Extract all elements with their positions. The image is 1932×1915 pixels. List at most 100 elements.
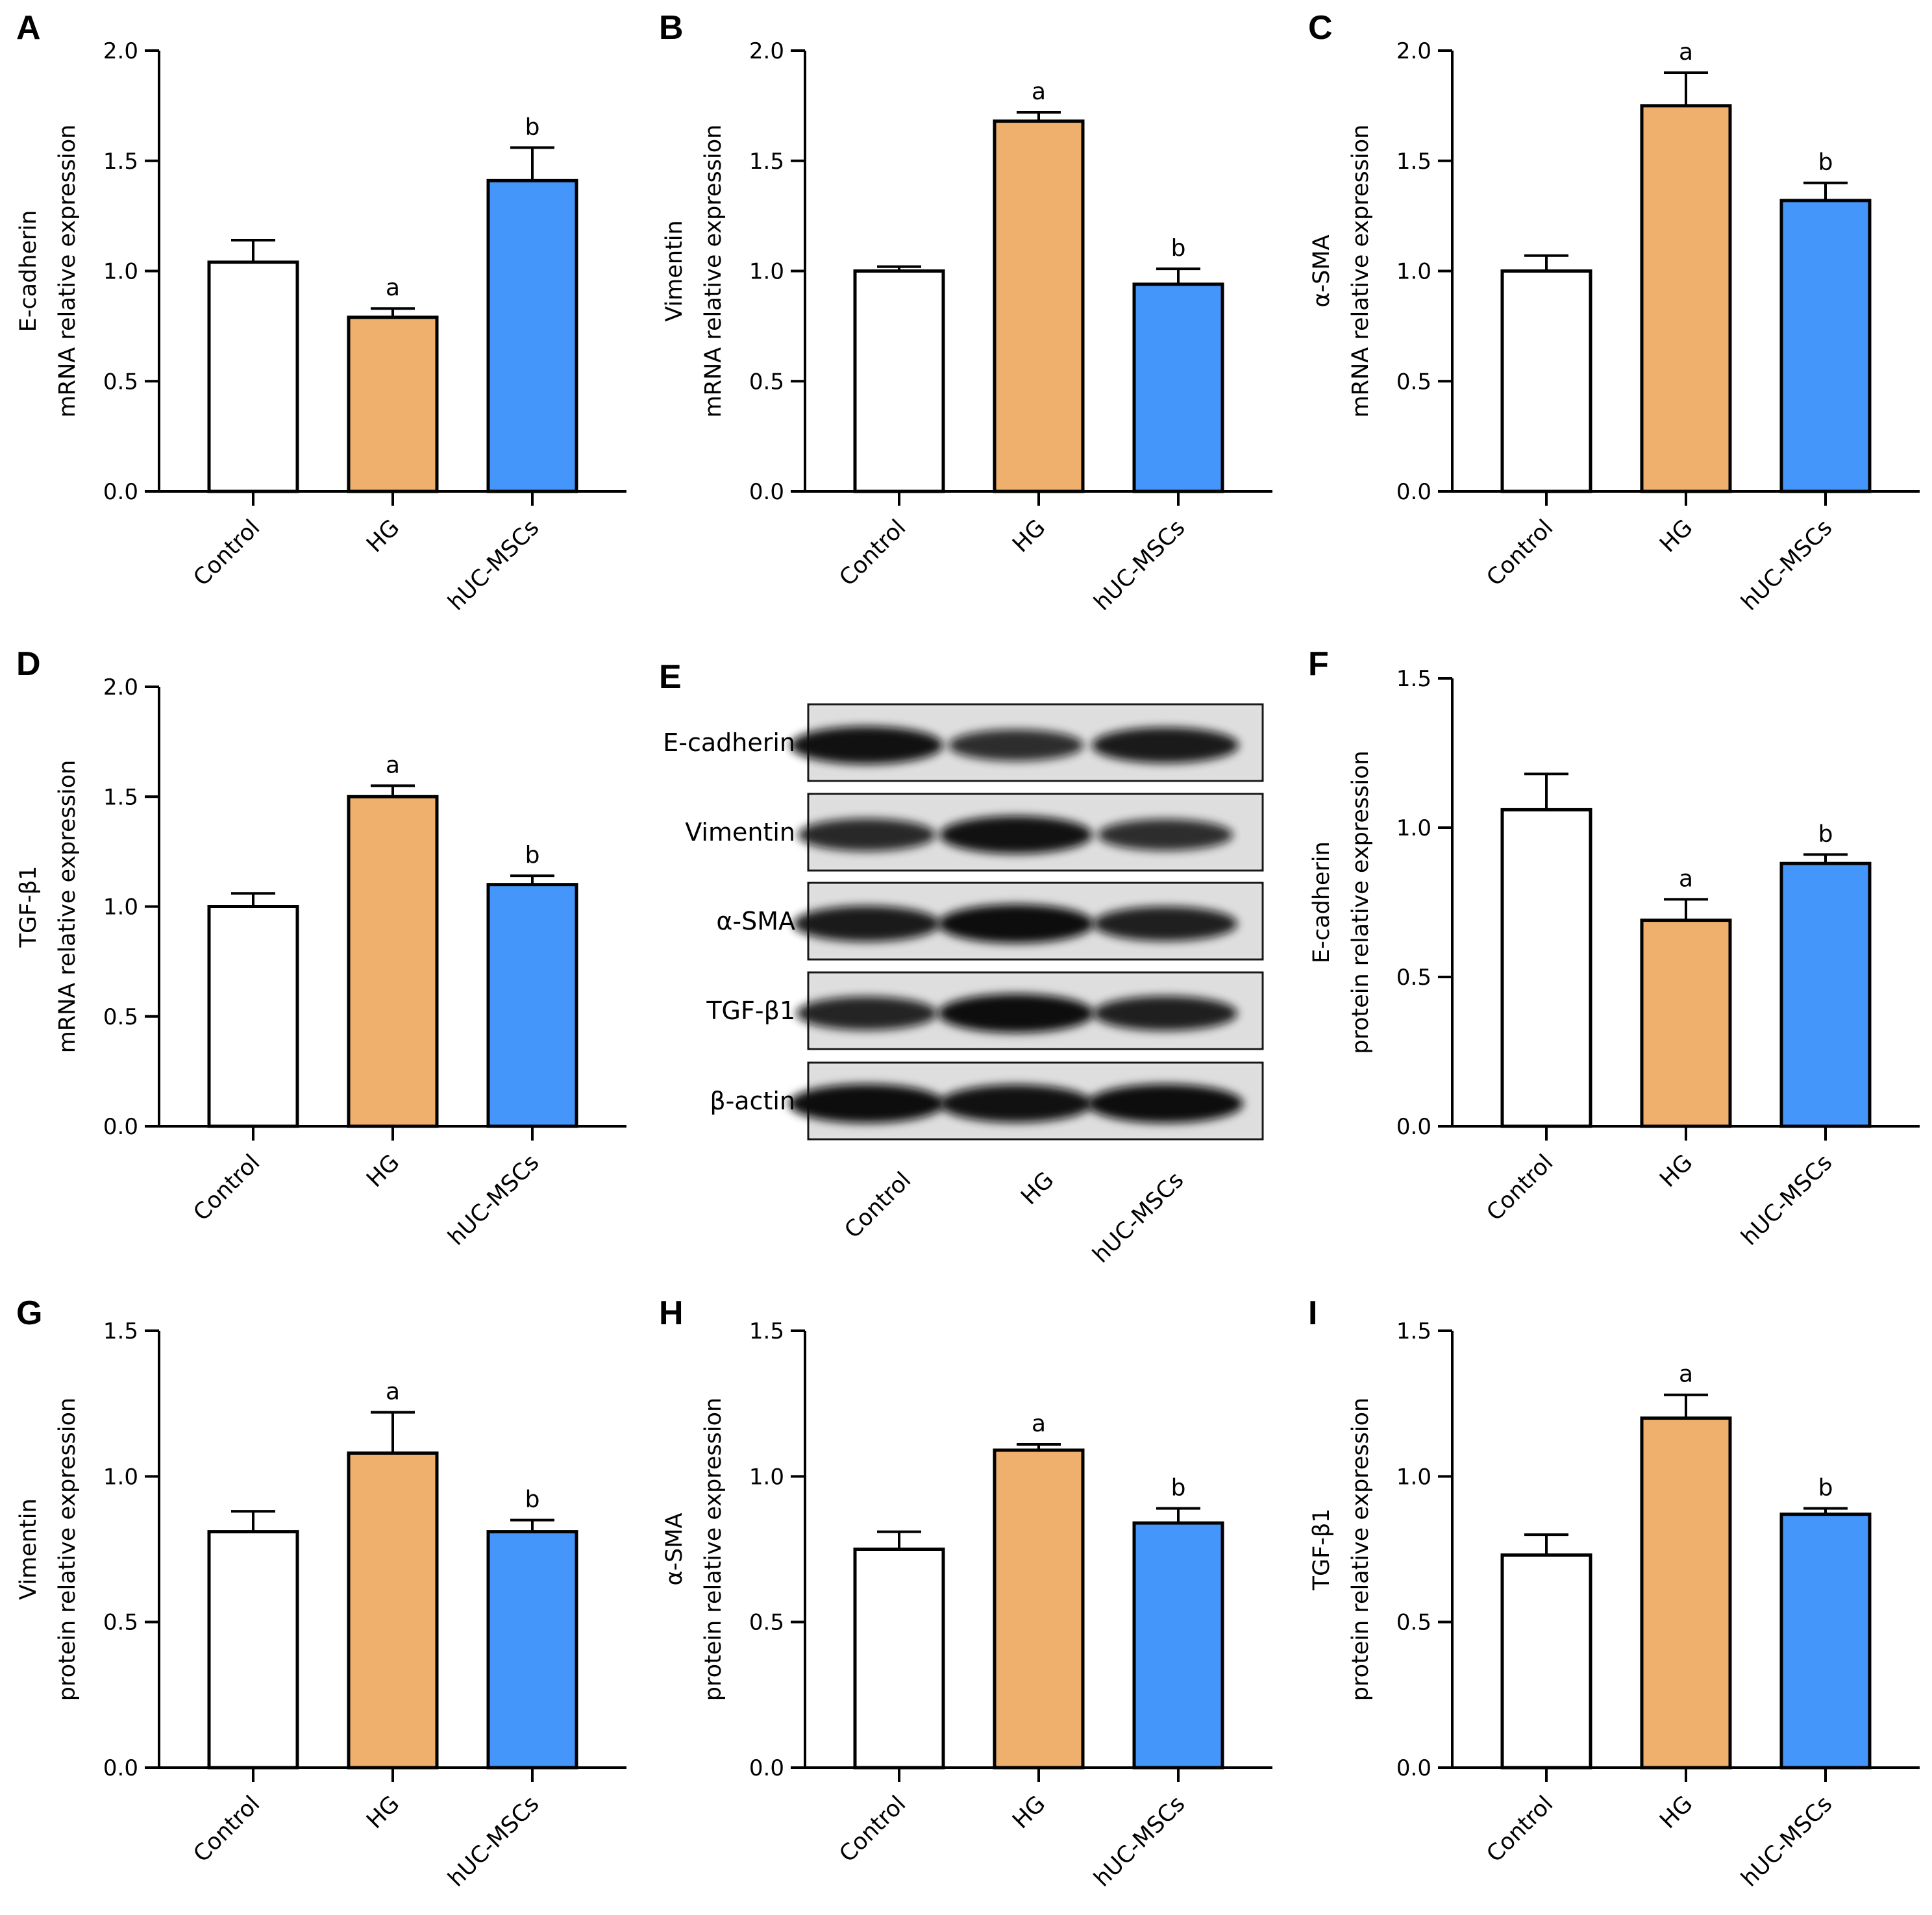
y-tick-label: 0.5 [103,1610,138,1636]
blot-band [790,726,943,765]
bar-control [853,1548,945,1770]
panel-letter: B [659,9,684,47]
x-category-label: hUC-MSCs [1737,1150,1838,1251]
y-tick-label: 1.5 [1396,1318,1431,1344]
blot-row-1: Vimentin [685,793,1264,872]
bar-huc-mscs [1132,1521,1224,1770]
y-tick-label: 0.0 [103,479,138,505]
bar-hg [347,315,439,493]
blot-band [948,729,1084,761]
y-tick-label: 2.0 [103,38,138,64]
blot-band [939,815,1093,854]
bar-control [207,260,299,493]
significance-label: a [1679,865,1693,892]
y-axis-title-line2: protein relative expression [1348,1398,1374,1701]
bar-charts: A 0.0 0.5 1.0 1.5 2.0 E-cadherin mRNA relative … [16,9,1920,1892]
x-category-label: HG [362,1791,404,1834]
y-axis-title-line1: α-SMA [662,1513,687,1585]
panel-letter: C [1308,9,1333,47]
bar-hg [347,795,439,1128]
y-tick-label: 0.0 [1396,1114,1431,1140]
bar-control [1500,1553,1592,1770]
bar-huc-mscs [486,179,578,493]
significance-label: b [1171,235,1186,262]
panel-letter: A [16,9,41,47]
x-category-label: Control [189,1150,266,1226]
bar-hg [993,1448,1085,1770]
y-axis-title-line2: mRNA relative expression [55,760,80,1054]
blot-band [1097,819,1233,851]
bar-huc-mscs [1779,861,1872,1128]
significance-label: b [525,842,540,869]
x-category-label: HG [1655,1791,1698,1834]
y-tick-label: 1.0 [103,1464,138,1490]
blot-lane-label: HG [1016,1167,1059,1210]
x-category-label: hUC-MSCs [1089,515,1191,616]
bar-hg [993,119,1085,493]
bar-control [1500,808,1592,1128]
x-category-label: Control [1482,1150,1559,1226]
x-category-label: hUC-MSCs [443,1150,545,1251]
chart-panel-a: A 0.0 0.5 1.0 1.5 2.0 E-cadherin mRNA relative … [16,9,626,616]
bar-hg [347,1451,439,1770]
blot-band [1091,727,1239,763]
chart-panel-g: G 0.0 0.5 1.0 1.5 Vimentin protein relative ex… [16,1294,626,1892]
blot-row-label: β-actin [710,1087,795,1115]
x-category-label: HG [1008,1791,1050,1834]
y-tick-label: 0.0 [103,1755,138,1781]
y-axis-title-line1: α-SMA [1309,234,1335,307]
chart-panel-d: D 0.0 0.5 1.0 1.5 2.0 TGF-β1 mRNA relative expr… [16,645,626,1251]
y-tick-label: 1.0 [103,895,138,920]
y-tick-label: 1.5 [103,149,138,175]
y-tick-label: 0.5 [1396,965,1431,991]
blot-row-2: α-SMA [716,882,1264,961]
significance-label: a [1679,1361,1693,1388]
x-category-label: HG [1655,515,1698,558]
blot-band [938,994,1094,1033]
blot-row-3: TGF-β1 [706,971,1264,1050]
y-tick-label: 1.5 [749,1318,784,1344]
y-tick-label: 0.5 [749,369,784,395]
blot-band [1087,1084,1243,1123]
blot-band [789,1084,945,1123]
y-axis-title-line2: mRNA relative expression [700,125,726,418]
blot-lane-label: hUC-MSCs [1088,1167,1189,1268]
y-tick-label: 1.0 [1396,815,1431,841]
significance-label: a [386,1379,400,1405]
bar-huc-mscs [486,883,578,1128]
y-axis-title-line2: protein relative expression [55,1398,80,1701]
significance-label: a [386,752,400,778]
blot-lane-label: Control [840,1167,917,1244]
bar-hg [1640,1416,1732,1770]
blot-row-label: Vimentin [685,818,795,846]
x-category-label: hUC-MSCs [443,1791,545,1892]
y-tick-label: 0.0 [749,479,784,505]
blot-band [939,1084,1093,1123]
y-tick-label: 2.0 [103,674,138,700]
significance-label: b [525,1487,540,1513]
x-category-label: HG [362,1150,404,1192]
blot-band [1093,996,1237,1031]
y-axis-title-line2: mRNA relative expression [55,125,80,418]
y-tick-label: 2.0 [1396,38,1431,64]
x-category-label: HG [1008,515,1050,558]
blot-band [796,996,937,1030]
significance-label: b [525,114,540,140]
western-blot-panel: E E-cadherin Vimentin α-SMA TGF-β1 β-actin Con… [659,658,1264,1268]
blot-band [938,904,1094,943]
panel-letter: E [659,658,682,696]
chart-panel-b: B 0.0 0.5 1.0 1.5 2.0 Vimentin mRNA relative ex… [659,9,1272,616]
y-tick-label: 2.0 [749,38,784,64]
panel-letter: F [1308,645,1329,683]
x-category-label: hUC-MSCs [1737,515,1838,616]
significance-label: a [386,275,400,301]
significance-label: a [1032,79,1046,105]
x-category-label: Control [835,515,911,591]
blot-row-label: E-cadherin [663,728,795,757]
panel-letter: I [1308,1294,1317,1332]
y-tick-label: 1.5 [103,784,138,810]
x-category-label: Control [189,515,266,591]
bar-hg [1640,919,1732,1128]
blot-row-0: E-cadherin [663,703,1264,782]
y-tick-label: 1.0 [1396,1464,1431,1490]
